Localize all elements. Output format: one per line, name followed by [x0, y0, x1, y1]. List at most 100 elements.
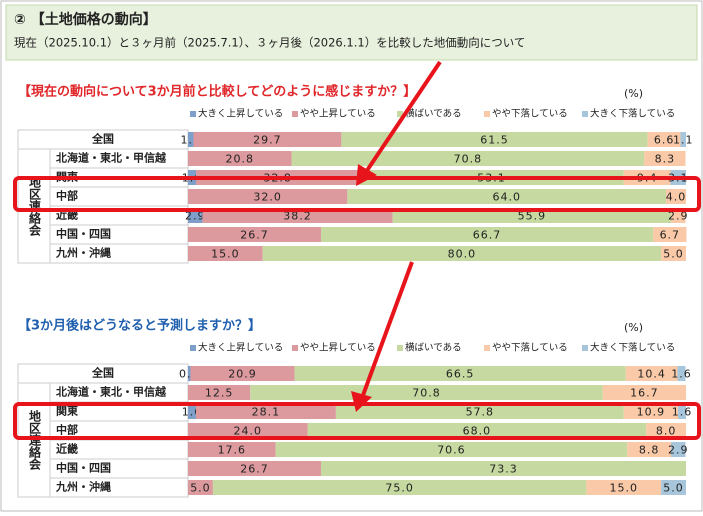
legend-swatch	[582, 345, 588, 351]
bar-segment	[307, 423, 647, 438]
arrow-head	[356, 164, 377, 186]
data-label: 6.7	[660, 229, 681, 242]
arrow-head	[351, 391, 372, 412]
data-label: 66.7	[473, 229, 502, 242]
group-label: 地区連絡会	[28, 175, 42, 237]
charts: 【現在の動向について3か月前と比較してどのように感じますか？】 (%) 大きく上昇し…	[17, 84, 694, 498]
bar-segment	[275, 442, 628, 457]
legend-swatch	[484, 345, 490, 351]
data-label: 20.9	[228, 368, 257, 381]
row-label: 中部	[56, 423, 78, 437]
header-box	[5, 4, 698, 61]
bar-segment	[188, 461, 321, 476]
data-label: 15.0	[610, 482, 639, 495]
bar-segment	[212, 480, 587, 495]
bar-segment	[250, 385, 603, 400]
bar-segment	[647, 132, 681, 147]
data-label: 5.0	[190, 482, 211, 495]
row-label: 九州・沖縄	[55, 246, 111, 260]
bar-segment	[586, 480, 662, 495]
legend-label: 大きく下落している	[590, 108, 675, 120]
data-label: 4.0	[666, 191, 687, 204]
legend-swatch	[190, 111, 196, 117]
arrow	[360, 261, 414, 399]
data-label: 10.9	[637, 406, 666, 419]
data-label: 61.5	[480, 134, 509, 147]
legend-swatch	[292, 345, 298, 351]
data-label: 2.9	[668, 444, 689, 457]
group-label-cell	[17, 148, 51, 264]
row-label: 中国・四国	[56, 227, 111, 241]
row-label: 全国	[91, 366, 114, 380]
data-label: 57.8	[466, 406, 495, 419]
legend-swatch	[484, 111, 490, 117]
data-label: 70.8	[412, 387, 441, 400]
legend-swatch	[582, 111, 588, 117]
data-label: 73.3	[489, 463, 518, 476]
data-label: 1.1	[673, 134, 694, 147]
bar-segment	[644, 151, 686, 166]
data-label: 29.7	[253, 134, 282, 147]
data-label: 20.8	[226, 153, 255, 166]
row-label: 中部	[56, 189, 78, 203]
bar-segment	[188, 132, 194, 147]
row-label: 九州・沖縄	[55, 480, 111, 494]
bar-segment	[262, 246, 662, 261]
bar-segment	[623, 404, 679, 419]
data-label: 5.0	[663, 248, 684, 261]
row-label: 近畿	[56, 442, 78, 456]
bar-segment	[195, 404, 336, 419]
bar-segment	[671, 442, 686, 457]
data-label: 2.9	[185, 210, 206, 223]
legend-label: やや上昇している	[300, 109, 376, 120]
data-label: 75.0	[385, 482, 414, 495]
bar-segment	[341, 132, 648, 147]
arrow	[364, 60, 442, 174]
bar-segment	[188, 366, 191, 381]
bar-segment	[320, 461, 686, 476]
legend-swatch	[292, 111, 298, 117]
legend-label: 横ばいである	[405, 108, 462, 120]
legend-swatch	[397, 345, 403, 351]
bar-segment	[627, 442, 672, 457]
data-label: 24.0	[234, 425, 263, 438]
bar-segment	[680, 132, 686, 147]
bar-segment	[188, 480, 213, 495]
bar-segment	[188, 423, 308, 438]
legend-label: やや下落している	[492, 108, 568, 120]
data-label: 64.0	[492, 191, 521, 204]
bar-segment	[347, 189, 667, 204]
data-label: 8.3	[655, 153, 676, 166]
row-label: 関東	[56, 404, 79, 418]
row-label: 北海道・東北・甲信越	[56, 151, 167, 165]
bar-segment	[678, 404, 686, 419]
legend-label: 横ばいである	[405, 342, 462, 354]
header-subtitle: 現在（2025.10.1）と３ヶ月前（2025.7.1）、３ヶ月後（2026.1…	[14, 36, 525, 50]
bar-segment	[666, 189, 686, 204]
bar-segment	[625, 366, 678, 381]
data-label: 68.0	[463, 425, 492, 438]
data-label: 55.9	[518, 210, 547, 223]
bar-segment	[646, 423, 686, 438]
data-label: 5.0	[663, 482, 684, 495]
data-label: 1.6	[672, 406, 693, 419]
legend-swatch	[397, 111, 403, 117]
data-label: 32.0	[253, 191, 282, 204]
unit-label: (%)	[624, 87, 643, 100]
bar-segment	[188, 404, 196, 419]
data-label: 10.4	[637, 368, 666, 381]
legend-swatch	[190, 345, 196, 351]
data-label: 15.0	[211, 248, 240, 261]
legend-label: 大きく上昇している	[198, 342, 283, 354]
row-label: 全国	[91, 132, 114, 146]
data-label: 26.7	[240, 229, 269, 242]
bar-segment	[193, 132, 342, 147]
unit-label: (%)	[624, 321, 643, 334]
legend-label: やや下落している	[492, 342, 568, 354]
data-label: 16.7	[630, 387, 659, 400]
row-label: 北海道・東北・甲信越	[56, 385, 167, 399]
bar-segment	[335, 404, 624, 419]
header-title: ② 【土地価格の動向】	[14, 11, 157, 28]
data-label: 17.6	[218, 444, 247, 457]
